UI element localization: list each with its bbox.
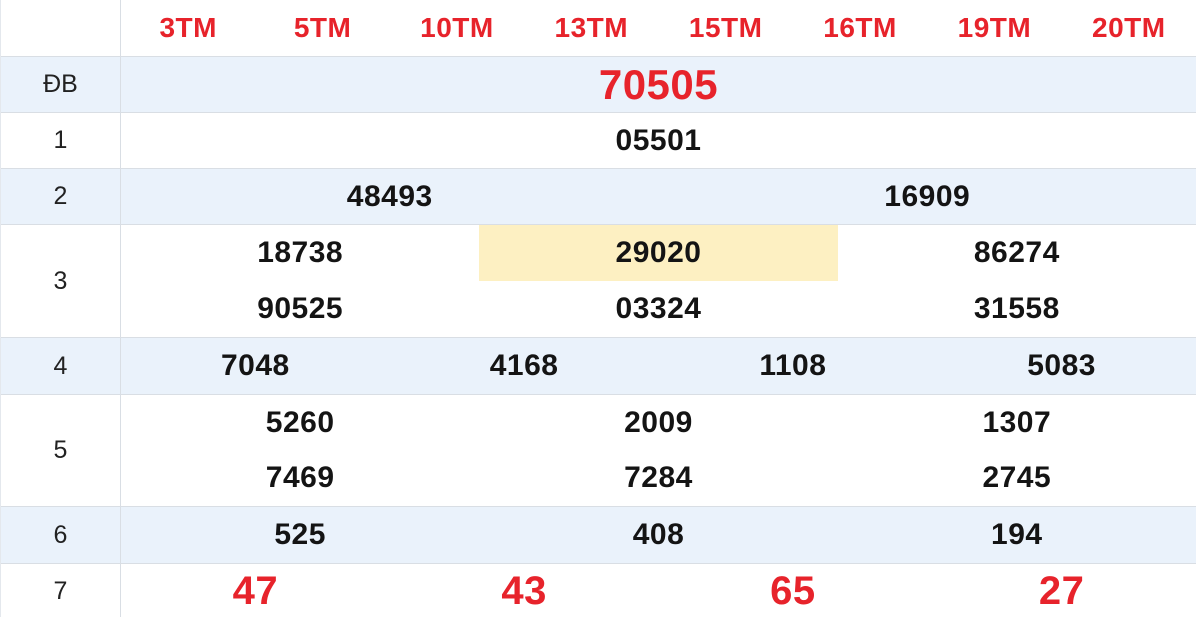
prize-value[interactable]: 5083 [1027,349,1096,382]
table-row-6: 6 525 408 194 [1,507,1196,564]
prize-value[interactable]: 90525 [257,292,344,325]
prize-group: 27 [927,564,1196,617]
row-3-data: 18738 90525 29020 03324 86274 31558 [121,225,1196,337]
table-row-db: ĐB 70505 [1,57,1196,113]
column-header-3tm[interactable]: 3TM [159,12,217,43]
column-header-15tm[interactable]: 15TM [688,12,763,43]
prize-group: 05501 [121,113,1196,168]
prize-group: 43 [390,564,659,617]
row-label-1: 1 [1,113,121,168]
table-row-4: 4 7048 4168 1108 5083 [1,338,1196,395]
prize-value-highlighted[interactable]: 29020 [479,225,838,281]
row-label-5: 5 [1,395,121,506]
prize-group: 194 [838,507,1196,563]
prize-value[interactable]: 408 [632,518,685,551]
prize-value[interactable]: 16909 [884,179,971,213]
prize-value[interactable]: 194 [991,518,1043,551]
column-header-20tm[interactable]: 20TM [1092,12,1166,43]
table-row-5: 5 5260 7469 2009 7284 1307 2745 [1,395,1196,507]
prize-group: 525 [121,507,479,563]
row-label-4: 4 [1,338,121,394]
prize-group: 7048 [121,338,390,394]
table-row-1: 1 05501 [1,113,1196,169]
prize-value[interactable]: 27 [1038,569,1085,613]
prize-value[interactable]: 65 [770,569,816,613]
prize-group: 16909 [659,169,1197,224]
prize-group: 18738 90525 [121,225,479,337]
column-header-16tm[interactable]: 16TM [823,12,897,43]
prize-value[interactable]: 525 [274,518,326,551]
prize-value[interactable]: 4168 [489,349,559,382]
table-row-3: 3 18738 90525 29020 03324 86274 31558 [1,225,1196,338]
row-label-3: 3 [1,225,121,337]
header-columns: 3TM 5TM 10TM 13TM 15TM 16TM 19TM 20TM [121,0,1196,56]
prize-value[interactable]: 31558 [973,292,1060,325]
prize-value[interactable]: 47 [232,569,279,613]
prize-group: 1307 2745 [838,395,1196,506]
row-label-6: 6 [1,507,121,563]
prize-value[interactable]: 7284 [624,461,693,495]
prize-value[interactable]: 1307 [982,405,1052,439]
row-7-data: 47 43 65 27 [121,564,1196,617]
prize-group: 1108 [659,338,928,394]
prize-group: 29020 03324 [479,225,838,337]
table-row-7: 7 47 43 65 27 [1,564,1196,617]
row-1-data: 05501 [121,113,1196,168]
row-2-data: 48493 16909 [121,169,1196,224]
prize-group: 86274 31558 [838,225,1196,337]
prize-value[interactable]: 7048 [221,349,290,382]
prize-group: 48493 [121,169,659,224]
table-header-row: 3TM 5TM 10TM 13TM 15TM 16TM 19TM 20TM [1,0,1196,57]
column-header-5tm[interactable]: 5TM [293,12,352,43]
prize-group: 2009 7284 [479,395,837,506]
prize-group: 70505 [121,57,1196,112]
row-6-data: 525 408 194 [121,507,1196,563]
column-header-19tm[interactable]: 19TM [957,12,1032,43]
prize-group: 47 [121,564,390,617]
prize-value-db[interactable]: 70505 [598,60,719,108]
prize-value[interactable]: 1108 [759,349,827,382]
prize-group: 5260 7469 [121,395,479,506]
row-label-2: 2 [1,169,121,224]
prize-value[interactable]: 05501 [615,123,702,157]
column-header-10tm[interactable]: 10TM [420,12,494,43]
prize-group: 65 [659,564,928,617]
prize-group: 408 [479,507,837,563]
table-row-2: 2 48493 16909 [1,169,1196,225]
column-header-13tm[interactable]: 13TM [554,12,629,43]
prize-group: 5083 [927,338,1196,394]
row-5-data: 5260 7469 2009 7284 1307 2745 [121,395,1196,506]
header-corner-cell [1,0,121,56]
row-label-db: ĐB [1,57,121,112]
prize-group: 4168 [390,338,659,394]
prize-value[interactable]: 5260 [265,405,335,439]
prize-value[interactable]: 2745 [982,461,1052,495]
row-4-data: 7048 4168 1108 5083 [121,338,1196,394]
prize-value[interactable]: 86274 [973,236,1060,269]
prize-value[interactable]: 2009 [624,405,693,439]
prize-value[interactable]: 43 [501,569,547,613]
prize-value[interactable]: 7469 [265,461,335,495]
row-db-data: 70505 [121,57,1196,112]
prize-value[interactable]: 48493 [346,179,433,213]
prize-value[interactable]: 18738 [257,236,344,269]
prize-value[interactable]: 03324 [615,292,702,325]
row-label-7: 7 [1,564,121,617]
